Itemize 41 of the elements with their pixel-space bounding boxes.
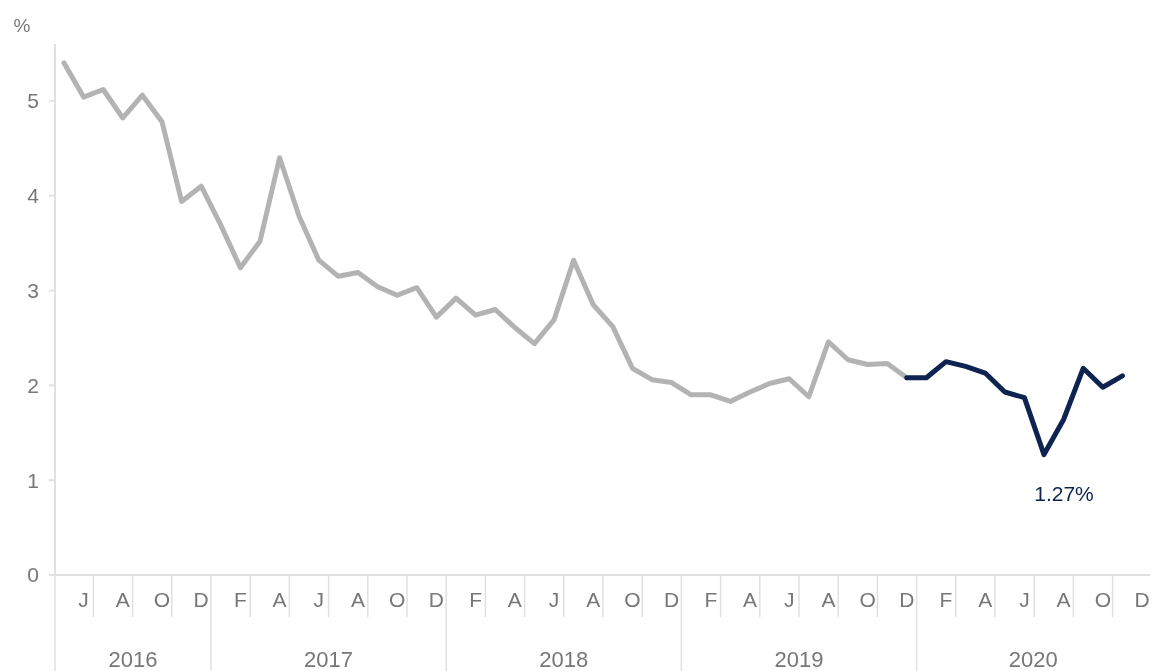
x-tick-label: A bbox=[115, 588, 130, 611]
y-tick-label: 0 bbox=[27, 563, 39, 587]
x-tick-label: O bbox=[153, 588, 171, 611]
x-tick-label: O bbox=[1094, 588, 1111, 611]
x-tick-label: A bbox=[978, 588, 993, 611]
x-tick-label: A bbox=[1056, 588, 1071, 611]
y-tick-label: 5 bbox=[27, 89, 39, 113]
x-tick-label: J bbox=[548, 588, 560, 611]
x-tick-label: D bbox=[193, 588, 209, 611]
x-tick-label: A bbox=[821, 588, 836, 611]
text: 2017 bbox=[304, 647, 354, 671]
y-tick-label: 3 bbox=[27, 278, 39, 302]
x-tick-label: A bbox=[350, 588, 366, 611]
x-tick-label: D bbox=[664, 588, 680, 611]
x-tick-label: J bbox=[1019, 588, 1030, 611]
x-tick-label: O bbox=[624, 588, 641, 611]
text: 2020 bbox=[1008, 647, 1058, 671]
x-tick-label: J bbox=[783, 588, 795, 611]
x-tick-label: F bbox=[939, 588, 953, 611]
y-tick-label: 1 bbox=[27, 468, 39, 492]
x-tick-label: O bbox=[859, 588, 876, 611]
y-axis-title: % bbox=[13, 15, 31, 36]
data-label: 1.27% bbox=[1034, 481, 1094, 505]
x-tick-label: A bbox=[507, 588, 522, 611]
x-tick-label: A bbox=[586, 588, 601, 611]
x-tick-label: A bbox=[272, 588, 287, 611]
x-tick-label: D bbox=[1134, 588, 1150, 611]
x-tick-label: J bbox=[78, 588, 89, 611]
x-tick-label: J bbox=[313, 588, 325, 611]
text: 2016 bbox=[108, 647, 158, 671]
x-tick-label: O bbox=[389, 588, 406, 611]
x-tick-label: F bbox=[233, 588, 247, 611]
text: 2019 bbox=[774, 647, 824, 671]
text: 2018 bbox=[539, 647, 589, 671]
x-tick-label: D bbox=[899, 588, 915, 611]
x-tick-label: F bbox=[704, 588, 718, 611]
x-tick-label: F bbox=[469, 588, 483, 611]
y-tick-label: 4 bbox=[27, 184, 40, 208]
y-tick-label: 2 bbox=[27, 373, 39, 397]
x-tick-label: D bbox=[428, 588, 444, 611]
x-tick-label: A bbox=[742, 588, 758, 611]
